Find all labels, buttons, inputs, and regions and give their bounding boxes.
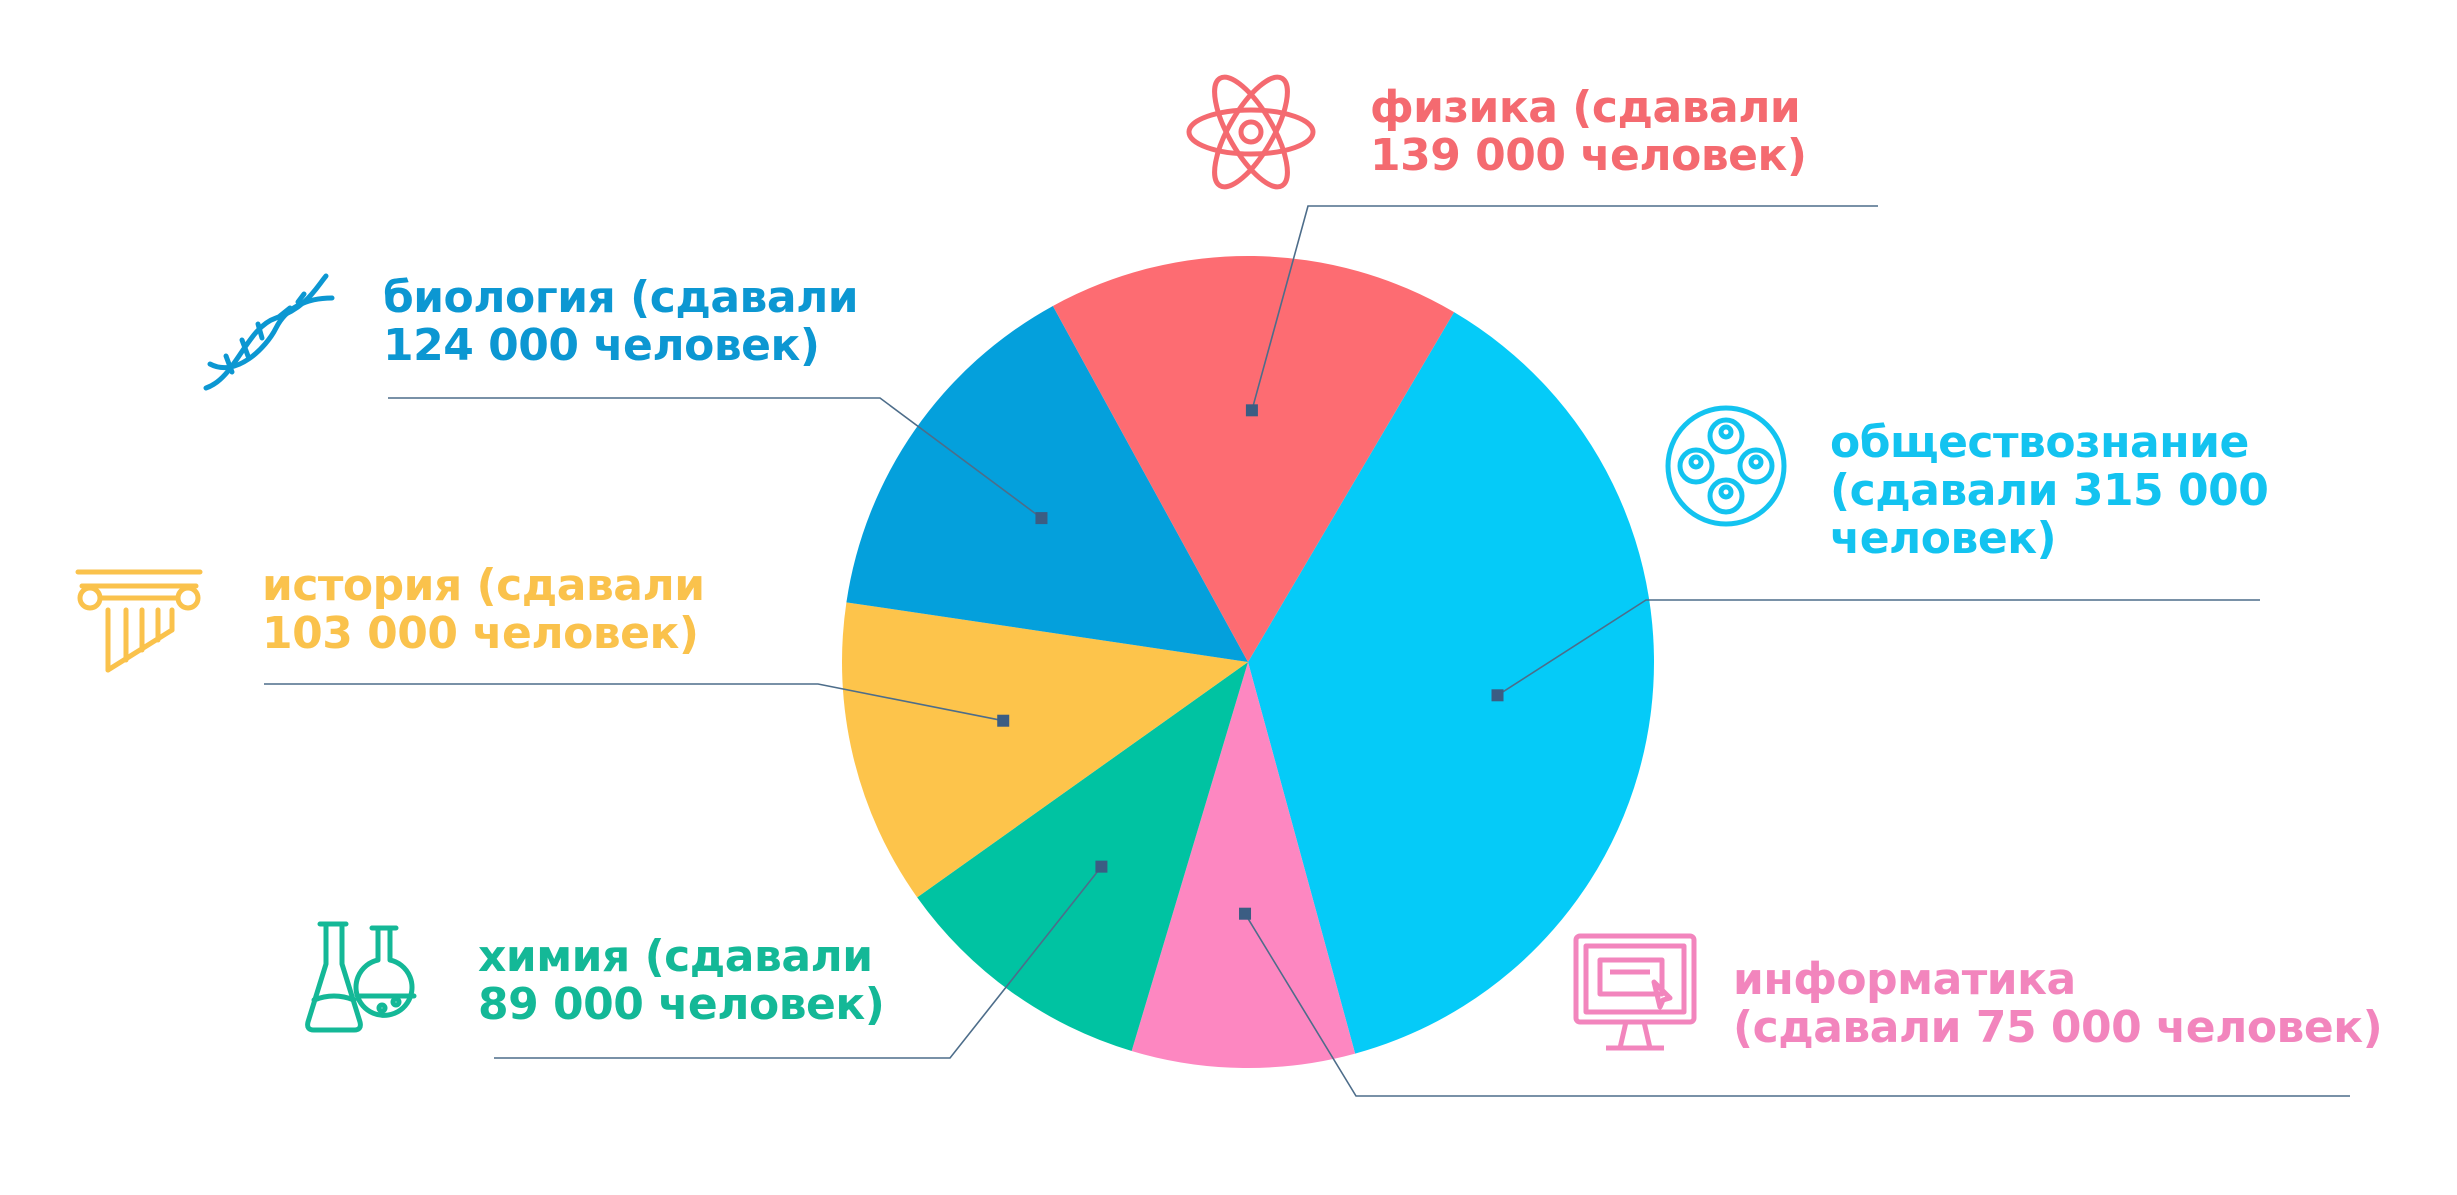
slice-label-history-line-2: 103 000 человек)	[262, 608, 699, 659]
leader-marker-inform	[1239, 907, 1252, 920]
leader-marker-obshch	[1491, 689, 1504, 702]
leader-line-hist	[264, 683, 1004, 722]
slice-label-social-studies: обществознание (сдавали 315 000 человек)	[1830, 417, 2269, 564]
slice-label-chemistry: химия (сдавали 89 000 человек)	[478, 931, 885, 1030]
slice-label-physics-line-2: 139 000 человек)	[1370, 130, 1807, 181]
leader-marker-phys	[1245, 404, 1258, 417]
slice-label-informatics: информатика (сдавали 75 000 человек)	[1733, 954, 2383, 1053]
chemistry-flasks-icon	[302, 918, 422, 1040]
atom-icon	[1183, 68, 1319, 200]
leader-line-bio	[388, 397, 1042, 519]
slice-label-informatics-line-2: (сдавали 75 000 человек)	[1733, 1002, 2383, 1053]
slice-label-physics: физика (сдавали 139 000 человек)	[1370, 84, 1807, 180]
slice-label-biology: биология (сдавали 124 000 человек)	[383, 272, 859, 371]
pie-slice-inform	[1131, 662, 1356, 1068]
leader-line-inform	[1244, 913, 2350, 1097]
dna-icon	[196, 268, 336, 406]
pie-slice-phys	[1052, 255, 1455, 662]
slice-label-social-studies-line-1: обществознание	[1830, 417, 2249, 468]
people-circle-icon	[1664, 404, 1788, 532]
slice-label-history: история (сдавали 103 000 человек)	[262, 562, 705, 658]
pie-slice-bio	[846, 305, 1248, 662]
leader-line-chem	[494, 866, 1103, 1059]
slice-label-informatics-line-1: информатика	[1733, 954, 2076, 1005]
leader-line-phys	[1251, 205, 1878, 411]
slice-label-history-line-1: история (сдавали	[262, 560, 705, 611]
pie-slice-obshch	[1248, 312, 1654, 1054]
leader-marker-hist	[997, 714, 1010, 727]
leader-marker-bio	[1035, 512, 1048, 525]
slice-label-social-studies-line-2: (сдавали 315 000	[1830, 465, 2269, 516]
computer-monitor-icon	[1570, 930, 1700, 1064]
slice-label-physics-line-1: физика (сдавали	[1370, 82, 1801, 133]
leader-marker-chem	[1095, 860, 1108, 873]
pie-slice-hist	[841, 602, 1248, 898]
slice-label-social-studies-line-3: человек)	[1830, 513, 2057, 564]
slice-label-biology-line-2: 124 000 человек)	[383, 320, 820, 371]
slice-label-chemistry-line-1: химия (сдавали	[478, 931, 873, 982]
slice-label-biology-line-1: биология (сдавали	[383, 272, 859, 323]
greek-column-icon	[74, 566, 204, 680]
slice-label-chemistry-line-2: 89 000 человек)	[478, 979, 885, 1030]
pie-slice-chem	[917, 662, 1248, 1051]
leader-line-obshch	[1497, 599, 2260, 696]
